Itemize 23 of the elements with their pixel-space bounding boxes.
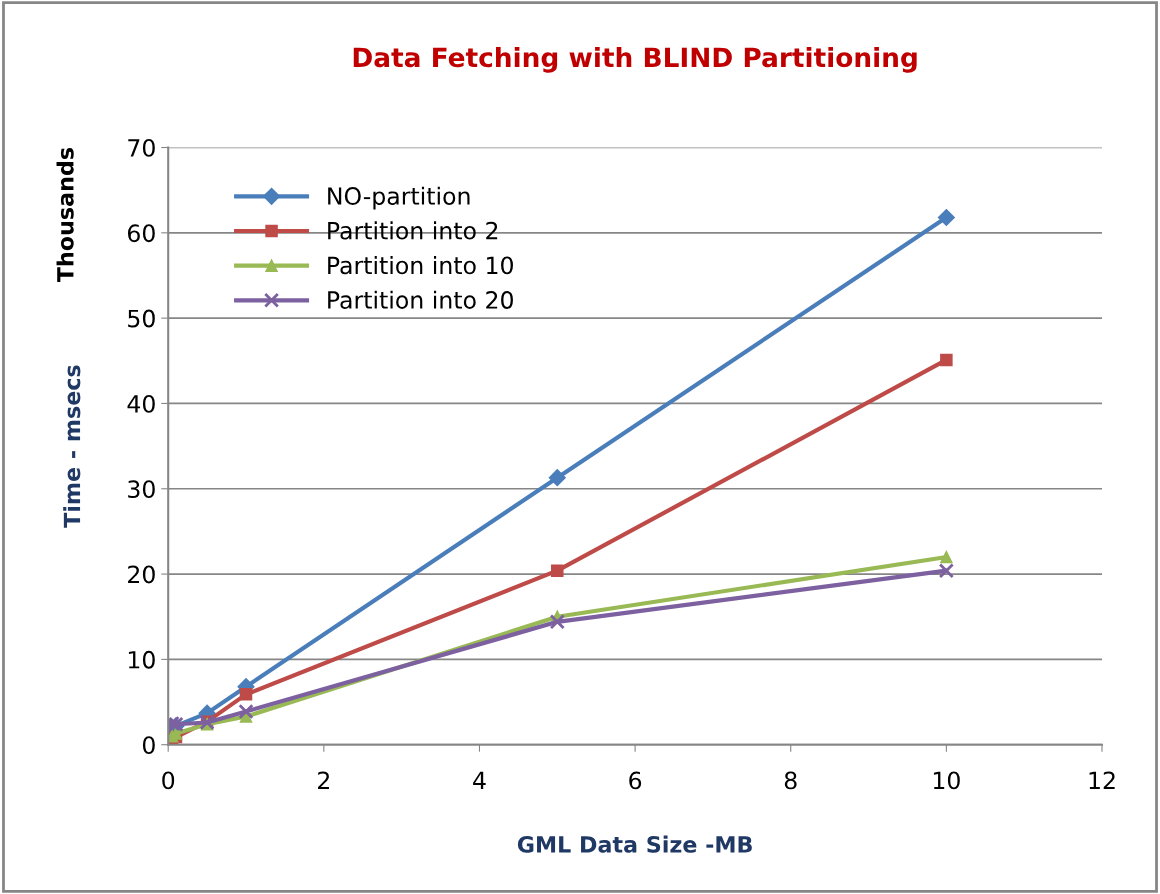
chart-title: Data Fetching with BLIND Partitioning — [353, 46, 917, 73]
legend-label: Partition into 10 — [328, 255, 513, 275]
legend-label: Partition into 20 — [328, 290, 513, 309]
text: Thousands — [56, 147, 74, 283]
x-tick-label: 8 — [784, 771, 797, 790]
x-tick-label: 2 — [318, 771, 329, 790]
x-tick-label: 6 — [629, 771, 642, 790]
x-tick-label: 12 — [1089, 771, 1115, 790]
y-tick-label: 10 — [128, 650, 155, 669]
x-tick-label: 4 — [473, 771, 486, 790]
legend-label: NO-partition — [328, 186, 470, 210]
x-tick-label: 10 — [933, 771, 960, 790]
y-tick-label: 50 — [128, 309, 155, 328]
x-axis-title: GML Data Size -MB — [517, 835, 752, 853]
y-tick-label: 60 — [128, 224, 155, 243]
y-tick-label: 70 — [128, 138, 155, 157]
x-tick-label: 0 — [162, 771, 175, 790]
legend-label: Partition into 2 — [328, 221, 498, 240]
y-tick-label: 30 — [128, 480, 155, 499]
y-tick-label: 20 — [128, 565, 155, 584]
y-axis-title: Time - msecs — [63, 365, 81, 528]
y-tick-label: 0 — [142, 736, 155, 755]
y-tick-label: 40 — [127, 394, 155, 413]
